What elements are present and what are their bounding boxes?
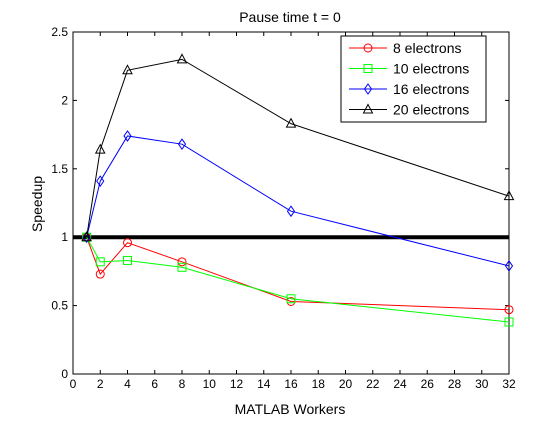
legend-marker <box>363 64 373 73</box>
x-tick-label: 6 <box>151 377 158 391</box>
x-tick-label: 16 <box>284 377 298 391</box>
x-tick-label: 26 <box>421 377 435 391</box>
x-tick-label: 20 <box>339 377 353 391</box>
y-tick-label: 0.5 <box>51 299 68 313</box>
series-3 <box>81 53 515 242</box>
data-point <box>176 53 188 64</box>
data-point <box>94 143 106 154</box>
x-axis-label: MATLAB Workers <box>235 401 346 417</box>
data-point <box>177 257 187 267</box>
data-point <box>123 255 132 265</box>
series-line <box>86 58 510 238</box>
x-tick-label: 8 <box>179 377 186 391</box>
data-point <box>504 305 514 315</box>
data-point <box>95 257 105 267</box>
data-point <box>503 190 515 201</box>
series-2 <box>82 130 514 272</box>
x-tick-label: 32 <box>502 377 516 391</box>
x-tick-label: 22 <box>366 377 380 391</box>
x-tick-label: 28 <box>448 377 462 391</box>
x-tick-label: 12 <box>230 377 244 391</box>
chart-title: Pause time t = 0 <box>239 9 341 25</box>
legend-item-1: 10 electrons <box>349 61 469 77</box>
legend-marker <box>363 43 373 53</box>
data-point <box>123 238 132 248</box>
y-tick-label: 1 <box>61 230 68 244</box>
data-point <box>504 260 514 272</box>
data-point <box>504 317 514 327</box>
legend-label: 10 electrons <box>393 61 469 77</box>
x-tick-label: 4 <box>124 377 131 391</box>
y-tick-label: 1.5 <box>51 162 68 176</box>
legend-item-2: 16 electrons <box>349 81 469 97</box>
data-point <box>285 117 297 128</box>
legend-marker <box>362 103 374 114</box>
data-point <box>122 64 133 75</box>
data-point <box>286 294 296 304</box>
data-point <box>123 130 132 142</box>
data-point <box>286 205 296 218</box>
x-tick-label: 24 <box>393 377 407 391</box>
x-tick-label: 18 <box>312 377 326 391</box>
y-axis-label: Speedup <box>29 176 45 232</box>
y-tick-label: 2.5 <box>51 25 68 39</box>
x-tick-label: 2 <box>97 377 104 391</box>
x-tick-label: 0 <box>70 377 77 391</box>
data-point <box>95 269 105 279</box>
data-point <box>96 175 105 187</box>
legend-label: 20 electrons <box>393 102 469 118</box>
y-tick-label: 2 <box>61 93 68 107</box>
data-point <box>82 231 91 244</box>
data-point <box>81 231 92 242</box>
legend-box <box>340 35 487 123</box>
legend-label: 16 electrons <box>393 81 469 97</box>
legend-item-3: 20 electrons <box>349 102 469 118</box>
series-line <box>86 135 510 267</box>
legend-label: 8 electrons <box>393 40 461 56</box>
series-1 <box>82 232 514 327</box>
x-tick-label: 30 <box>475 377 489 391</box>
x-tick-label: 14 <box>257 377 271 391</box>
data-point <box>177 138 187 151</box>
legend-marker <box>363 83 373 95</box>
x-tick-label: 10 <box>203 377 217 391</box>
data-point <box>177 262 187 272</box>
y-tick-label: 0 <box>61 367 68 381</box>
legend: 8 electrons 10 electrons 16 electrons 20 el… <box>340 35 487 123</box>
legend-item-0: 8 electrons <box>349 40 461 56</box>
